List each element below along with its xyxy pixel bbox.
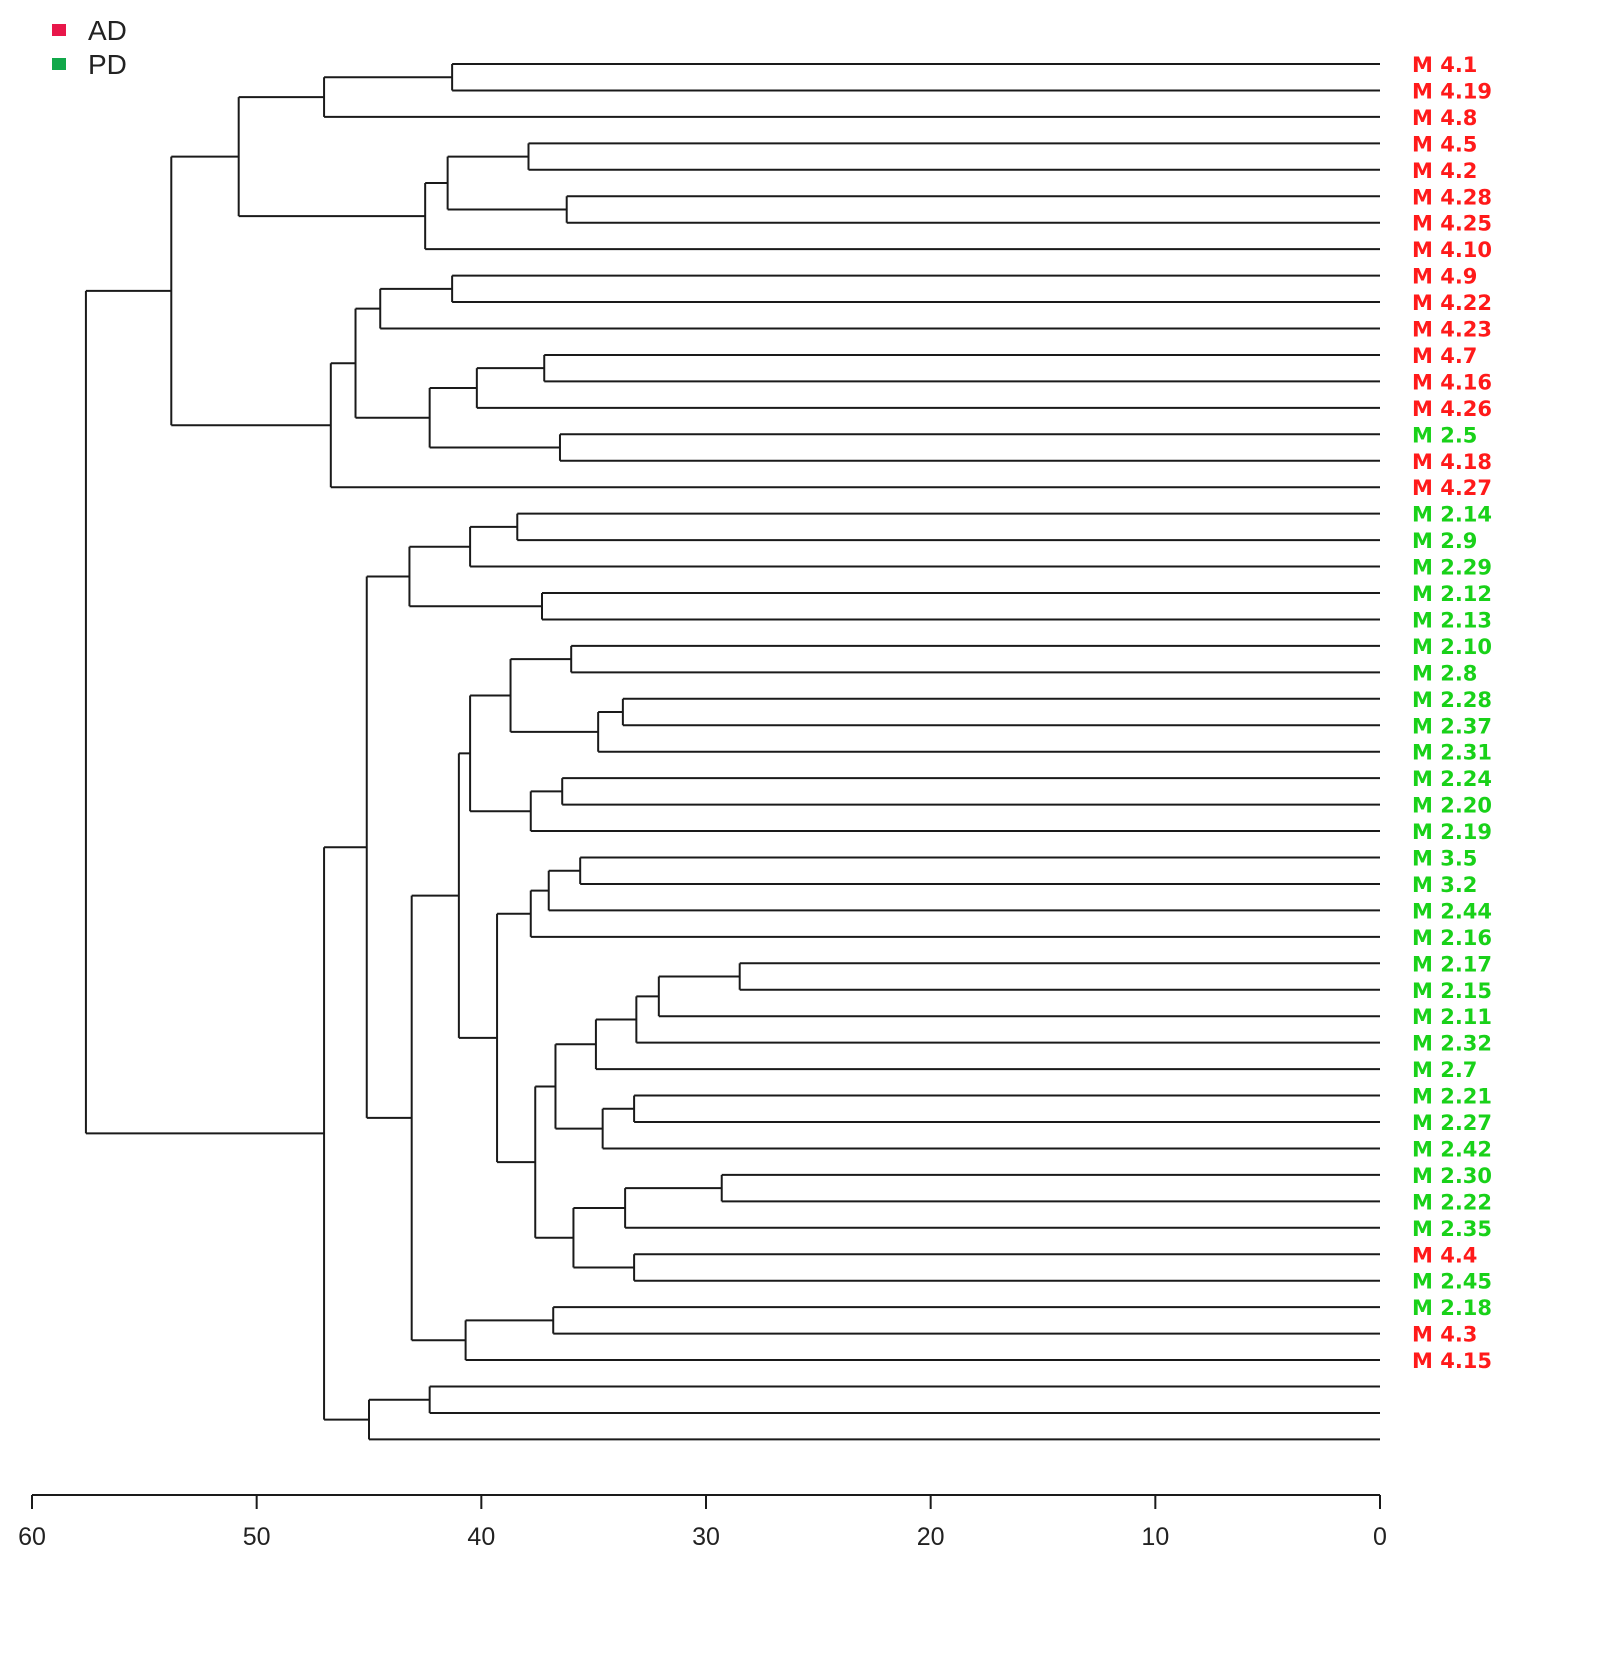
leaf-label: M 2.13 [1412,608,1492,632]
leaf-label: M 4.15 [1412,1349,1492,1373]
leaf-label: M 4.8 [1412,106,1477,130]
x-tick-label: 10 [1141,1523,1169,1551]
leaf-label: M 2.18 [1412,1296,1492,1320]
leaf-label: M 2.9 [1412,529,1477,553]
leaf-label: M 2.21 [1412,1085,1492,1109]
leaf-label: M 4.2 [1412,159,1477,183]
leaf-label: M 4.28 [1412,185,1492,209]
leaf-label: M 2.24 [1412,767,1492,791]
legend-swatch-pd [52,58,66,70]
leaf-labels: M 4.1M 4.19M 4.8M 4.5M 4.2M 4.28M 4.25M … [1412,53,1492,1373]
leaf-label: M 2.10 [1412,635,1492,659]
leaf-label: M 4.1 [1412,53,1477,77]
leaf-label: M 2.7 [1412,1058,1477,1082]
x-tick-label: 50 [243,1523,271,1551]
leaf-label: M 4.7 [1412,344,1477,368]
leaf-label: M 4.22 [1412,291,1492,315]
x-axis: 60 50 40 30 20 10 0 [18,1494,1387,1551]
leaf-label: M 2.12 [1412,582,1492,606]
leaf-label: M 4.4 [1412,1243,1477,1267]
leaf-label: M 2.14 [1412,503,1492,527]
leaf-label: M 2.16 [1412,926,1492,950]
leaf-label: M 4.3 [1412,1323,1477,1347]
leaf-label: M 2.17 [1412,952,1492,976]
leaf-label: M 2.19 [1412,820,1492,844]
leaf-label: M 4.18 [1412,450,1492,474]
leaf-label: M 2.29 [1412,556,1492,580]
leaf-label: M 2.11 [1412,1005,1492,1029]
leaf-label: M 4.25 [1412,212,1492,236]
leaf-label: M 4.16 [1412,370,1492,394]
leaf-label: M 4.27 [1412,476,1492,500]
x-tick-label: 0 [1373,1523,1387,1551]
leaf-label: M 2.5 [1412,423,1477,447]
dendrogram-branches [84,63,1380,1441]
leaf-label: M 4.10 [1412,238,1492,262]
leaf-label: M 4.26 [1412,397,1492,421]
leaf-label: M 4.5 [1412,132,1477,156]
leaf-label: M 2.22 [1412,1190,1492,1214]
leaf-label: M 4.9 [1412,265,1477,289]
leaf-label: M 2.35 [1412,1217,1492,1241]
legend-label-ad: AD [88,15,127,46]
x-tick-label: 60 [18,1523,46,1551]
leaf-label: M 2.37 [1412,714,1492,738]
leaf-label: M 2.30 [1412,1164,1492,1188]
leaf-label: M 2.31 [1412,741,1492,765]
leaf-label: M 3.2 [1412,873,1477,897]
x-tick-label: 30 [692,1523,720,1551]
leaf-label: M 2.8 [1412,661,1477,685]
leaf-label: M 2.20 [1412,794,1492,818]
leaf-label: M 3.5 [1412,847,1477,871]
leaf-label: M 4.23 [1412,318,1492,342]
x-tick-label: 20 [917,1523,945,1551]
leaf-label: M 2.15 [1412,979,1492,1003]
leaf-label: M 2.28 [1412,688,1492,712]
legend: AD PD [52,15,127,80]
leaf-label: M 2.27 [1412,1111,1492,1135]
leaf-label: M 2.32 [1412,1032,1492,1056]
legend-label-pd: PD [88,49,127,80]
legend-swatch-ad [52,24,66,36]
leaf-label: M 4.19 [1412,79,1492,103]
leaf-label: M 2.42 [1412,1137,1492,1161]
leaf-label: M 2.44 [1412,899,1492,923]
leaf-label: M 2.45 [1412,1270,1492,1294]
x-tick-label: 40 [467,1523,495,1551]
